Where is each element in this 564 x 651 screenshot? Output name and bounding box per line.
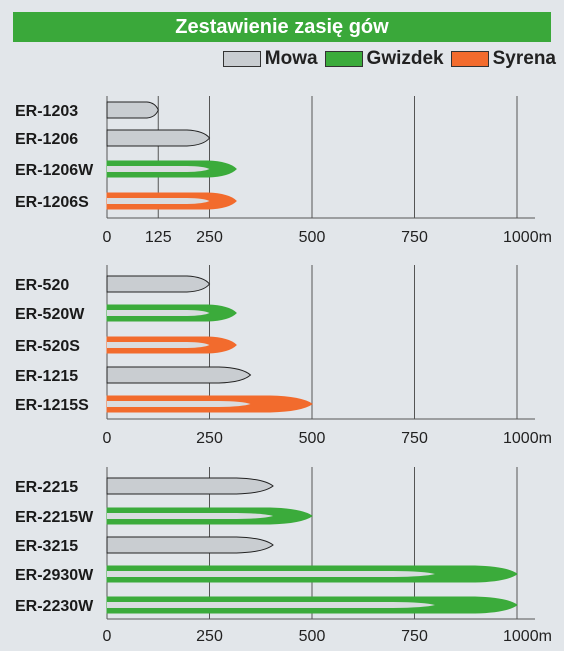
tick-label-1-0: 0	[103, 229, 112, 246]
bar-mowa-er-1215	[106, 366, 252, 384]
category-label-er-1206s: ER-1206S	[15, 194, 89, 211]
category-label-er-520s: ER-520S	[15, 338, 80, 355]
tick-label-3-1: 250	[196, 628, 223, 645]
tick-label-3-0: 0	[103, 628, 112, 645]
category-label-er-1206: ER-1206	[15, 131, 78, 148]
category-label-er-520: ER-520	[15, 277, 69, 294]
category-label-er-1203: ER-1203	[15, 103, 78, 120]
tick-label-2-0: 0	[103, 430, 112, 447]
tick-label-3-2: 500	[299, 628, 326, 645]
bar-mowa-er-2215	[106, 477, 274, 495]
category-label-er-2230w: ER-2230W	[15, 598, 94, 615]
bar-mowa-er-1206	[106, 129, 211, 147]
bar-mowa-er-2930w	[107, 571, 435, 577]
bar-mowa-er-3215	[106, 536, 274, 554]
category-label-er-1206w: ER-1206W	[15, 162, 94, 179]
category-label-er-1215s: ER-1215S	[15, 397, 89, 414]
tick-label-2-2: 500	[299, 430, 326, 447]
bar-mowa-er-1206s	[107, 198, 210, 204]
bar-mowa-er-520	[106, 275, 211, 293]
bar-mowa-er-1215s	[107, 401, 251, 407]
bar-mowa-er-2230w	[107, 602, 435, 608]
tick-label-1-3: 500	[299, 229, 326, 246]
category-label-er-520w: ER-520W	[15, 306, 85, 323]
legend-item-syrena: Syrena	[450, 48, 556, 70]
category-label-er-2930w: ER-2930W	[15, 567, 94, 584]
legend-swatch-gwizdek	[324, 51, 363, 67]
legend-label-gwizdek: Gwizdek	[366, 48, 444, 69]
legend-item-gwizdek: Gwizdek	[324, 48, 444, 70]
tick-label-3-3: 750	[401, 628, 428, 645]
legend-swatch-mowa	[222, 51, 261, 67]
legend-label-syrena: Syrena	[492, 48, 556, 69]
bar-mowa-er-1206w	[107, 166, 210, 172]
bar-mowa-er-1203	[106, 101, 159, 119]
legend: Mowa Gwizdek Syrena	[222, 47, 556, 71]
tick-label-3-4: 1000m	[503, 628, 552, 645]
tick-label-1-2: 250	[196, 229, 223, 246]
tick-label-1-1: 125	[145, 229, 172, 246]
tick-label-2-4: 1000m	[503, 430, 552, 447]
tick-label-2-3: 750	[401, 430, 428, 447]
bar-mowa-er-2215w	[107, 513, 274, 519]
chart-title: Zestawienie zasię gów	[13, 12, 551, 42]
bar-mowa-er-520s	[107, 342, 210, 348]
tick-label-1-4: 750	[401, 229, 428, 246]
category-label-er-1215: ER-1215	[15, 368, 78, 385]
legend-swatch-syrena	[450, 51, 489, 67]
category-label-er-2215: ER-2215	[15, 479, 78, 496]
tick-label-2-1: 250	[196, 430, 223, 447]
category-label-er-3215: ER-3215	[15, 538, 78, 555]
legend-label-mowa: Mowa	[264, 48, 318, 69]
category-label-er-2215w: ER-2215W	[15, 509, 94, 526]
legend-item-mowa: Mowa	[222, 48, 318, 70]
bar-mowa-er-520w	[107, 310, 210, 316]
tick-label-1-5: 1000m	[503, 229, 552, 246]
